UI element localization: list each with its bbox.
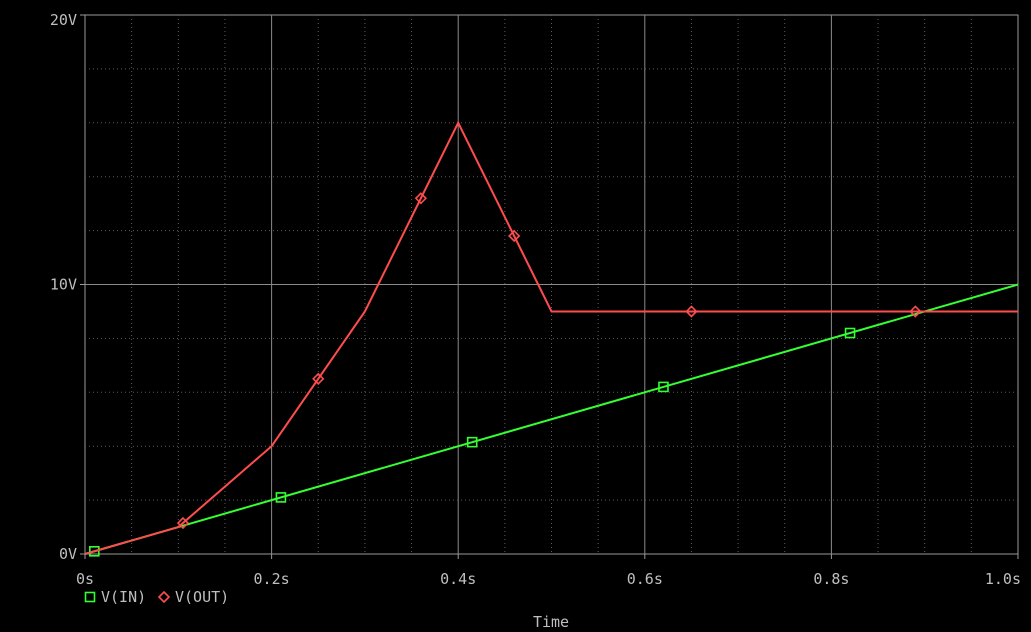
x-tick-label: 1.0s — [985, 570, 1021, 588]
series-marker-v-out — [685, 305, 698, 318]
x-tick-label: 0s — [76, 570, 94, 588]
series-line-v-in — [84, 283, 1019, 555]
y-tick-label: 20V — [50, 11, 77, 29]
x-tick-label: 0.4s — [440, 570, 476, 588]
series-marker-v-out — [414, 192, 428, 205]
grid — [80, 14, 1019, 559]
series-marker-v-out — [176, 516, 190, 530]
series-marker-v-in — [89, 546, 100, 557]
x-tick-label: 0.8s — [813, 570, 849, 588]
y-tick-label: 0V — [59, 545, 77, 563]
legend: V(IN) V(OUT) — [84, 588, 229, 606]
series-line-v-out — [84, 120, 1018, 555]
series-marker-v-in — [275, 492, 287, 503]
series-marker-v-in — [844, 327, 856, 339]
tick-labels: 0s 0.2s 0.4s 0.6s 0.8s 1.0s 0V 10V 20V — [50, 11, 1021, 588]
series-marker-v-out — [508, 229, 521, 243]
x-axis-label: Time — [533, 613, 569, 631]
x-tick-label: 0.2s — [254, 570, 290, 588]
series-marker-v-in — [466, 436, 478, 448]
x-tick-label: 0.6s — [627, 570, 663, 588]
legend-marker-v-in — [84, 591, 96, 603]
legend-label-v-out: V(OUT) — [175, 588, 229, 606]
series-marker-v-out — [909, 305, 922, 318]
legend-label-v-in: V(IN) — [101, 588, 146, 606]
y-tick-label: 10V — [50, 276, 77, 294]
legend-marker-v-out — [157, 590, 171, 604]
series-marker-v-out — [312, 372, 325, 385]
series-layer — [84, 120, 1019, 557]
series-marker-v-in — [658, 381, 669, 393]
